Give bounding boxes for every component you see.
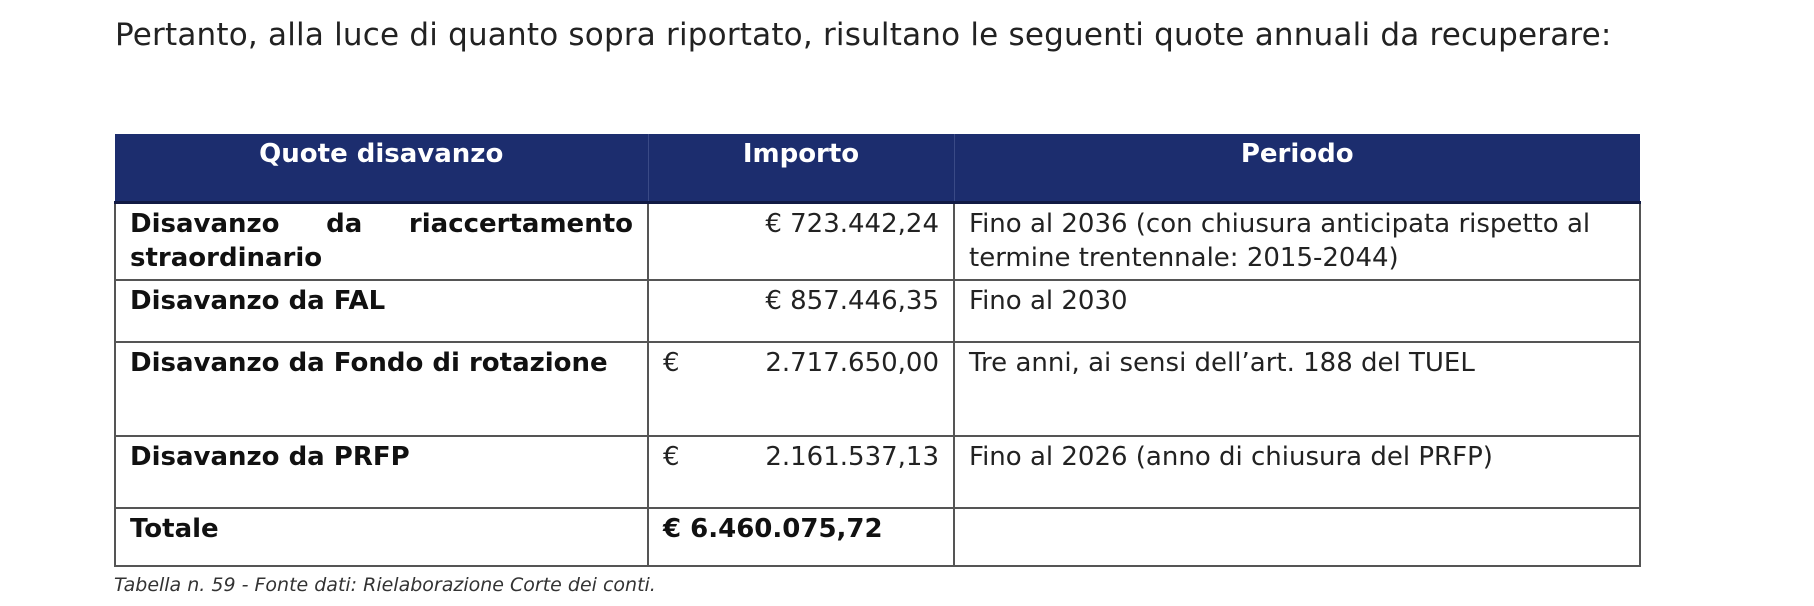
table-row: Disavanzo da Fondo di rotazione € 2.717.…: [114, 341, 1641, 437]
table-caption: Tabella n. 59 - Fonte dati: Rielaborazio…: [114, 574, 656, 596]
row-period: Tre anni, ai sensi dell’art. 188 del TUE…: [953, 341, 1641, 437]
table-row: Disavanzo da riaccertamento straordinari…: [114, 201, 1641, 281]
total-amount: € 6.460.075,72: [647, 507, 955, 567]
amount-value: € 6.460.075,72: [663, 514, 883, 544]
amount-value: € 723.442,24: [765, 208, 939, 239]
table-row: Disavanzo da FAL € 857.446,35 Fino al 20…: [114, 279, 1641, 343]
row-label: Disavanzo da Fondo di rotazione: [114, 341, 649, 437]
column-header-periodo: Periodo: [953, 134, 1640, 204]
row-period: Fino al 2036 (con chiusura anticipata ri…: [953, 201, 1641, 281]
table-row: Disavanzo da PRFP € 2.161.537,13 Fino al…: [114, 435, 1641, 509]
row-amount: € 2.161.537,13: [647, 435, 955, 509]
currency-symbol: €: [663, 442, 680, 472]
row-label: Disavanzo da PRFP: [114, 435, 649, 509]
intro-paragraph: Pertanto, alla luce di quanto sopra ripo…: [115, 17, 1612, 53]
currency-symbol: €: [663, 348, 680, 378]
row-amount: € 857.446,35: [647, 279, 955, 343]
column-header-quote: Quote disavanzo: [115, 134, 648, 204]
row-label: Disavanzo da riaccertamento straordinari…: [114, 201, 649, 281]
row-period: Fino al 2026 (anno di chiusura del PRFP): [953, 435, 1641, 509]
total-label: Totale: [114, 507, 649, 567]
table-header-row: Quote disavanzo Importo Periodo: [115, 134, 1640, 204]
row-amount: € 2.717.650,00: [647, 341, 955, 437]
table-row-total: Totale € 6.460.075,72: [114, 507, 1641, 567]
row-amount: € 723.442,24: [647, 201, 955, 281]
amount-value: € 857.446,35: [765, 286, 939, 316]
quote-disavanzo-table: Quote disavanzo Importo Periodo Disavanz…: [114, 134, 1641, 567]
row-label: Disavanzo da FAL: [114, 279, 649, 343]
amount-value: 2.161.537,13: [765, 442, 939, 472]
amount-value: 2.717.650,00: [765, 348, 939, 378]
total-period: [953, 507, 1641, 567]
column-header-importo: Importo: [647, 134, 954, 204]
row-period: Fino al 2030: [953, 279, 1641, 343]
